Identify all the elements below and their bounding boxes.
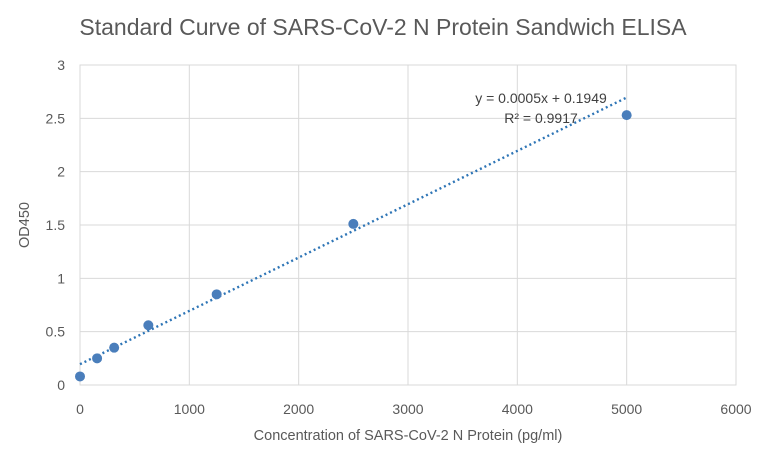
x-tick-label: 0 — [76, 401, 84, 417]
x-tick-label: 1000 — [174, 401, 205, 417]
x-tick-label: 3000 — [392, 401, 423, 417]
linear-trendline — [79, 96, 628, 366]
data-point — [92, 353, 103, 364]
x-axis-tick-labels: 0 1000 2000 3000 4000 5000 6000 — [76, 401, 752, 417]
data-point — [211, 289, 222, 300]
x-tick-label: 5000 — [611, 401, 642, 417]
data-point — [109, 342, 120, 353]
y-tick-label: 0 — [57, 377, 65, 393]
grid-lines — [79, 64, 737, 386]
data-points — [75, 110, 632, 382]
y-tick-label: 3 — [57, 57, 65, 73]
x-axis-title: Concentration of SARS-CoV-2 N Protein (p… — [254, 428, 563, 444]
trendline-group — [79, 96, 628, 366]
data-point — [143, 320, 154, 331]
trendline-equation: y = 0.0005x + 0.1949 — [475, 90, 607, 106]
data-point — [348, 218, 359, 229]
chart-title: Standard Curve of SARS-CoV-2 N Protein S… — [79, 14, 687, 40]
y-tick-label: 2 — [57, 164, 65, 180]
y-tick-label: 1.5 — [46, 217, 66, 233]
trendline-r-squared: R² = 0.9917 — [504, 110, 578, 126]
x-tick-label: 6000 — [720, 401, 751, 417]
x-tick-label: 4000 — [502, 401, 533, 417]
data-point — [75, 371, 85, 382]
y-axis-tick-labels: 0 0.5 1 1.5 2 2.5 3 — [46, 57, 66, 393]
y-axis-title: OD450 — [17, 202, 33, 248]
y-tick-label: 1 — [57, 270, 65, 286]
x-tick-label: 2000 — [283, 401, 314, 417]
y-tick-label: 2.5 — [46, 110, 66, 126]
plot-area — [79, 64, 737, 386]
y-tick-label: 0.5 — [46, 324, 66, 340]
data-point — [621, 110, 632, 121]
